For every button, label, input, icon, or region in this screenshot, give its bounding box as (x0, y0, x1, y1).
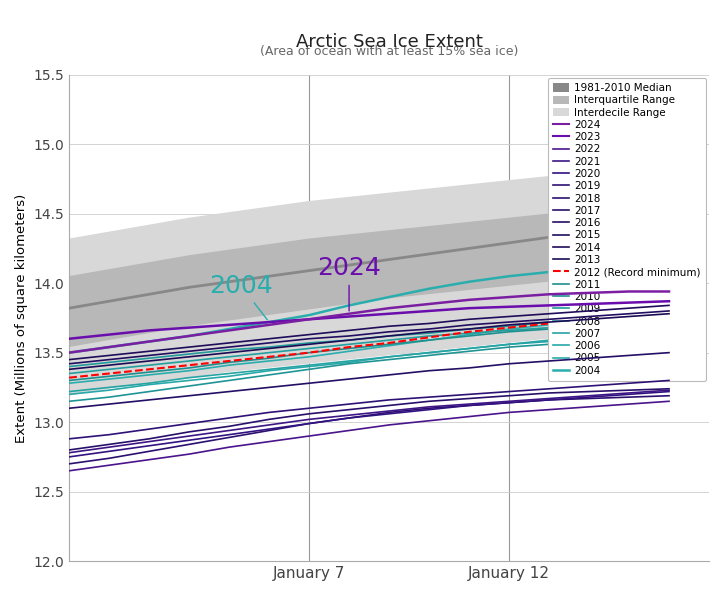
2012 (Record minimum) (224, 358, 233, 365)
1981-2010 Median (625, 224, 634, 231)
2012 (Record minimum) (544, 320, 553, 327)
1981-2010 Median (665, 220, 673, 227)
1981-2010 Median (345, 262, 353, 269)
1981-2010 Median (185, 284, 193, 291)
2012 (Record minimum) (305, 349, 313, 356)
1981-2010 Median (384, 256, 393, 263)
1981-2010 Median (505, 239, 513, 246)
1981-2010 Median (65, 305, 74, 312)
1981-2010 Median (585, 228, 594, 235)
2012 (Record minimum) (585, 316, 594, 323)
1981-2010 Median (265, 272, 274, 280)
Y-axis label: Extent (Millions of square kilometers): Extent (Millions of square kilometers) (15, 193, 28, 442)
2012 (Record minimum) (665, 309, 673, 316)
2012 (Record minimum) (105, 370, 114, 377)
2012 (Record minimum) (465, 328, 473, 336)
2012 (Record minimum) (345, 343, 353, 350)
Text: 2004: 2004 (209, 274, 273, 320)
Line: 2012 (Record minimum): 2012 (Record minimum) (70, 312, 669, 378)
2012 (Record minimum) (265, 353, 274, 361)
1981-2010 Median (105, 297, 114, 305)
1981-2010 Median (544, 234, 553, 241)
2012 (Record minimum) (505, 324, 513, 331)
1981-2010 Median (145, 291, 153, 298)
2012 (Record minimum) (625, 312, 634, 319)
Legend: 1981-2010 Median, Interquartile Range, Interdecile Range, 2024, 2023, 2022, 2021: 1981-2010 Median, Interquartile Range, I… (548, 78, 706, 381)
2012 (Record minimum) (185, 362, 193, 369)
2012 (Record minimum) (384, 339, 393, 346)
1981-2010 Median (305, 267, 313, 274)
2012 (Record minimum) (65, 374, 74, 381)
Title: Arctic Sea Ice Extent: Arctic Sea Ice Extent (295, 33, 482, 51)
Line: 1981-2010 Median: 1981-2010 Median (70, 224, 669, 308)
2012 (Record minimum) (145, 366, 153, 373)
1981-2010 Median (224, 278, 233, 285)
Text: (Area of ocean with at least 15% sea ice): (Area of ocean with at least 15% sea ice… (260, 45, 518, 58)
1981-2010 Median (465, 245, 473, 252)
Text: 2024: 2024 (317, 256, 381, 311)
2012 (Record minimum) (425, 334, 434, 341)
1981-2010 Median (425, 250, 434, 257)
